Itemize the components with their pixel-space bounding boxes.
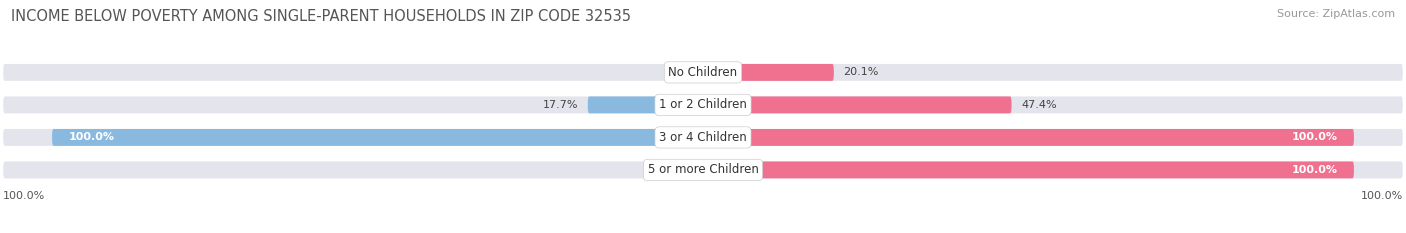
FancyBboxPatch shape	[703, 129, 1354, 146]
Text: 1 or 2 Children: 1 or 2 Children	[659, 98, 747, 111]
Text: 100.0%: 100.0%	[1292, 132, 1337, 142]
FancyBboxPatch shape	[3, 129, 1403, 146]
Text: Source: ZipAtlas.com: Source: ZipAtlas.com	[1277, 9, 1395, 19]
FancyBboxPatch shape	[703, 64, 834, 81]
Text: 5 or more Children: 5 or more Children	[648, 163, 758, 176]
Text: 20.1%: 20.1%	[844, 67, 879, 77]
Text: INCOME BELOW POVERTY AMONG SINGLE-PARENT HOUSEHOLDS IN ZIP CODE 32535: INCOME BELOW POVERTY AMONG SINGLE-PARENT…	[11, 9, 631, 24]
Text: 0.0%: 0.0%	[665, 165, 693, 175]
FancyBboxPatch shape	[52, 129, 703, 146]
FancyBboxPatch shape	[3, 96, 1403, 113]
Text: 17.7%: 17.7%	[543, 100, 578, 110]
FancyBboxPatch shape	[703, 96, 1011, 113]
FancyBboxPatch shape	[3, 64, 1403, 81]
Text: No Children: No Children	[668, 66, 738, 79]
FancyBboxPatch shape	[588, 96, 703, 113]
Text: 47.4%: 47.4%	[1021, 100, 1057, 110]
FancyBboxPatch shape	[703, 161, 1354, 178]
Text: 100.0%: 100.0%	[69, 132, 114, 142]
FancyBboxPatch shape	[3, 161, 1403, 178]
Text: 100.0%: 100.0%	[3, 191, 45, 201]
Text: 0.0%: 0.0%	[665, 67, 693, 77]
Text: 100.0%: 100.0%	[1292, 165, 1337, 175]
Text: 100.0%: 100.0%	[1361, 191, 1403, 201]
Text: 3 or 4 Children: 3 or 4 Children	[659, 131, 747, 144]
